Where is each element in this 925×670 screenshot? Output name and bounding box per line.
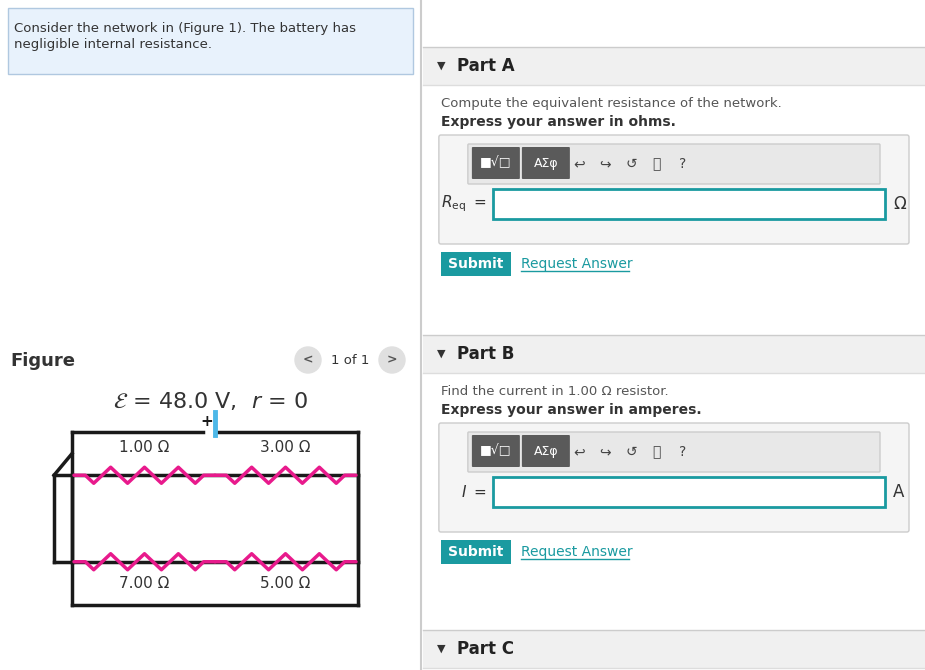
- Text: Part B: Part B: [457, 345, 514, 363]
- Text: Figure: Figure: [10, 352, 75, 370]
- Text: ▼: ▼: [437, 61, 445, 71]
- Bar: [423, 0, 925, 670]
- Text: ⌹: ⌹: [653, 445, 661, 459]
- Text: $R_\mathrm{eq}\ =$: $R_\mathrm{eq}\ =$: [441, 194, 487, 214]
- Text: ΑΣφ: ΑΣφ: [534, 157, 558, 170]
- FancyBboxPatch shape: [472, 435, 520, 467]
- Text: Submit: Submit: [449, 257, 503, 271]
- Text: negligible internal resistance.: negligible internal resistance.: [14, 38, 212, 51]
- Bar: [8, 8, 413, 74]
- Text: A: A: [893, 483, 905, 501]
- Text: $\mathcal{E}$ = 48.0 V,  $r$ = 0: $\mathcal{E}$ = 48.0 V, $r$ = 0: [113, 390, 308, 412]
- Text: Consider the network in (Figure 1). The battery has: Consider the network in (Figure 1). The …: [14, 22, 356, 35]
- Text: ↩: ↩: [574, 445, 585, 459]
- Text: ⌹: ⌹: [653, 157, 661, 171]
- Text: 7.00 Ω: 7.00 Ω: [119, 576, 169, 591]
- FancyBboxPatch shape: [441, 540, 511, 564]
- Text: Express your answer in amperes.: Express your answer in amperes.: [441, 403, 701, 417]
- FancyBboxPatch shape: [522, 435, 570, 467]
- Text: ?: ?: [679, 445, 686, 459]
- Bar: [423, 335, 925, 373]
- Text: Request Answer: Request Answer: [521, 545, 633, 559]
- Text: ▼: ▼: [437, 644, 445, 654]
- Text: ↪: ↪: [599, 157, 610, 171]
- Text: $I\ =$: $I\ =$: [462, 484, 487, 500]
- Text: Ω: Ω: [893, 195, 906, 213]
- Text: ■√□: ■√□: [480, 444, 512, 458]
- Text: <: <: [302, 354, 314, 366]
- Text: Compute the equivalent resistance of the network.: Compute the equivalent resistance of the…: [441, 97, 782, 110]
- Bar: [423, 47, 925, 85]
- Text: Part A: Part A: [457, 57, 514, 75]
- FancyBboxPatch shape: [472, 147, 520, 179]
- Bar: [0, 0, 421, 670]
- Text: ΑΣφ: ΑΣφ: [534, 444, 558, 458]
- Text: ↺: ↺: [625, 445, 636, 459]
- Circle shape: [295, 347, 321, 373]
- Text: Part C: Part C: [457, 640, 514, 658]
- Text: >: >: [387, 354, 397, 366]
- Text: Request Answer: Request Answer: [521, 257, 633, 271]
- FancyBboxPatch shape: [493, 189, 885, 219]
- FancyBboxPatch shape: [493, 477, 885, 507]
- Text: 1.00 Ω: 1.00 Ω: [119, 440, 169, 455]
- Text: Submit: Submit: [449, 545, 503, 559]
- Text: ↪: ↪: [599, 445, 610, 459]
- Text: ■√□: ■√□: [480, 157, 512, 170]
- Text: ↺: ↺: [625, 157, 636, 171]
- FancyBboxPatch shape: [438, 423, 909, 532]
- Bar: [423, 630, 925, 668]
- FancyBboxPatch shape: [468, 144, 880, 184]
- Text: +: +: [201, 415, 214, 429]
- Text: Express your answer in ohms.: Express your answer in ohms.: [441, 115, 676, 129]
- Text: 1 of 1: 1 of 1: [331, 354, 369, 366]
- Circle shape: [379, 347, 405, 373]
- Text: Find the current in 1.00 Ω resistor.: Find the current in 1.00 Ω resistor.: [441, 385, 669, 398]
- Text: 3.00 Ω: 3.00 Ω: [260, 440, 311, 455]
- FancyBboxPatch shape: [522, 147, 570, 179]
- Text: 5.00 Ω: 5.00 Ω: [260, 576, 311, 591]
- FancyBboxPatch shape: [438, 135, 909, 244]
- FancyBboxPatch shape: [468, 432, 880, 472]
- FancyBboxPatch shape: [441, 252, 511, 276]
- Text: ▼: ▼: [437, 349, 445, 359]
- Text: ?: ?: [679, 157, 686, 171]
- Text: ↩: ↩: [574, 157, 585, 171]
